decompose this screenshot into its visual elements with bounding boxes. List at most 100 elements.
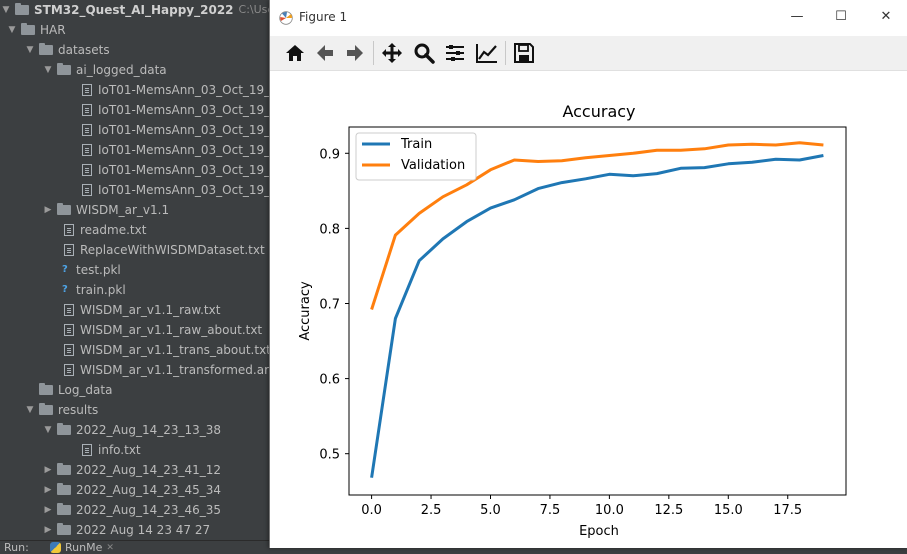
y-tick-label: 0.8: [319, 222, 340, 237]
tree-file-row[interactable]: info.txt: [78, 440, 141, 460]
chart-title: Accuracy: [562, 102, 635, 121]
text-file-icon: [64, 244, 74, 256]
tree-folder-row[interactable]: ▶2022 Aug 14 23 47 27: [42, 520, 210, 540]
zoom-icon[interactable]: [411, 40, 437, 66]
folder-icon: [21, 25, 35, 35]
y-tick-label: 0.6: [319, 373, 340, 388]
legend-label-train: Train: [400, 137, 432, 152]
tree-file-row[interactable]: ReplaceWithWISDMDataset.txt: [60, 240, 265, 260]
x-tick-label: 2.5: [421, 503, 442, 518]
text-file-icon: [82, 444, 92, 456]
text-file-icon: [64, 324, 74, 336]
chevron-right-icon[interactable]: ▶: [42, 200, 54, 220]
back-icon[interactable]: [312, 40, 338, 66]
tree-folder-row[interactable]: ▶2022_Aug_14_23_45_34: [42, 480, 221, 500]
toolbar-separator: [373, 41, 374, 65]
pan-icon[interactable]: [379, 40, 405, 66]
project-root-row[interactable]: ▼ STM32_Quest_AI_Happy_2022 C:\Users: [0, 0, 284, 20]
tree-item-label: IoT01-MemsAnn_03_Oct_19_: [98, 160, 270, 180]
tree-file-row[interactable]: WISDM_ar_v1.1_trans_about.txt: [60, 340, 271, 360]
tree-folder-row[interactable]: ▶2022_Aug_14_23_41_12: [42, 460, 221, 480]
folder-icon: [57, 425, 71, 435]
x-tick-label: 0.0: [361, 503, 382, 518]
chevron-right-icon[interactable]: ▶: [42, 480, 54, 500]
folder-icon: [57, 485, 71, 495]
matplotlib-icon: [279, 11, 293, 25]
tree-file-row[interactable]: WISDM_ar_v1.1_transformed.arff: [60, 360, 277, 380]
tree-folder-row[interactable]: ▼HAR: [6, 20, 66, 40]
tree-item-label: datasets: [58, 40, 110, 60]
tree-folder-row[interactable]: Log_data: [24, 380, 112, 400]
tree-file-row[interactable]: IoT01-MemsAnn_03_Oct_19_: [78, 140, 270, 160]
tree-folder-row[interactable]: ▼ datasets: [24, 40, 110, 60]
folder-icon: [39, 385, 53, 395]
tree-file-row[interactable]: IoT01-MemsAnn_03_Oct_19_: [78, 80, 270, 100]
python-icon: [50, 542, 61, 553]
x-axis-label: Epoch: [579, 524, 619, 539]
tree-file-row[interactable]: ?test.pkl: [60, 260, 121, 280]
x-tick-label: 5.0: [480, 503, 501, 518]
text-file-icon: [82, 124, 92, 136]
figure-window: Figure 1 — ☐ ✕: [269, 0, 907, 548]
tree-folder-row[interactable]: ▼ai_logged_data: [42, 60, 167, 80]
text-file-icon: [64, 344, 74, 356]
tree-file-row[interactable]: ?train.pkl: [60, 280, 126, 300]
legend: Train Validation: [356, 133, 476, 180]
run-tab[interactable]: RunMe ✕: [50, 541, 114, 554]
tree-item-label: ReplaceWithWISDMDataset.txt: [80, 240, 265, 260]
run-tab-label: RunMe: [65, 541, 102, 554]
tree-item-label: test.pkl: [76, 260, 121, 280]
text-file-icon: [82, 164, 92, 176]
folder-icon: [39, 405, 53, 415]
tree-file-row[interactable]: WISDM_ar_v1.1_raw.txt: [60, 300, 220, 320]
chevron-down-icon[interactable]: ▼: [0, 0, 12, 20]
text-file-icon: [82, 84, 92, 96]
tree-folder-row[interactable]: ▼2022_Aug_14_23_13_38: [42, 420, 221, 440]
tree-folder-row[interactable]: ▶WISDM_ar_v1.1: [42, 200, 169, 220]
text-file-icon: [64, 224, 74, 236]
maximize-button[interactable]: ☐: [826, 6, 856, 28]
tree-item-label: IoT01-MemsAnn_03_Oct_19_: [98, 80, 270, 100]
minimize-button[interactable]: —: [782, 6, 812, 28]
tree-file-row[interactable]: IoT01-MemsAnn_03_Oct_19_: [78, 180, 270, 200]
chevron-down-icon[interactable]: ▼: [24, 40, 36, 60]
unknown-file-icon: ?: [62, 280, 72, 300]
tree-file-row[interactable]: IoT01-MemsAnn_03_Oct_19_: [78, 120, 270, 140]
subplots-icon[interactable]: [442, 40, 468, 66]
chevron-down-icon[interactable]: ▼: [42, 420, 54, 440]
matplotlib-toolbar: [270, 36, 907, 71]
tree-item-label: readme.txt: [80, 220, 146, 240]
chevron-down-icon[interactable]: ▼: [42, 60, 54, 80]
edit-curve-icon[interactable]: [474, 40, 500, 66]
chevron-right-icon[interactable]: ▶: [42, 460, 54, 480]
close-button[interactable]: ✕: [871, 6, 901, 28]
save-icon[interactable]: [511, 40, 537, 66]
chevron-down-icon[interactable]: ▼: [6, 20, 18, 40]
tree-folder-row[interactable]: ▶2022_Aug_14_23_46_35: [42, 500, 221, 520]
tree-file-row[interactable]: readme.txt: [60, 220, 146, 240]
chevron-right-icon[interactable]: ▶: [42, 520, 54, 540]
chevron-right-icon[interactable]: ▶: [42, 500, 54, 520]
y-axis-label: Accuracy: [298, 281, 313, 341]
tree-item-label: IoT01-MemsAnn_03_Oct_19_: [98, 100, 270, 120]
forward-icon[interactable]: [342, 40, 368, 66]
folder-icon: [57, 65, 71, 75]
folder-icon: [57, 505, 71, 515]
folder-icon: [15, 5, 29, 15]
tree-folder-row[interactable]: ▼ results: [24, 400, 98, 420]
tree-file-row[interactable]: IoT01-MemsAnn_03_Oct_19_: [78, 160, 270, 180]
home-icon[interactable]: [282, 40, 308, 66]
axes-frame: [349, 127, 846, 495]
close-icon[interactable]: ✕: [106, 543, 114, 553]
y-tick-label: 0.5: [319, 448, 340, 463]
x-tick-label: 12.5: [654, 503, 683, 518]
tree-item-label: results: [58, 400, 98, 420]
tree-item-label: train.pkl: [76, 280, 126, 300]
title-bar[interactable]: Figure 1 — ☐ ✕: [270, 0, 907, 36]
tree-file-row[interactable]: WISDM_ar_v1.1_raw_about.txt: [60, 320, 262, 340]
tree-file-row[interactable]: IoT01-MemsAnn_03_Oct_19_: [78, 100, 270, 120]
text-file-icon: [64, 304, 74, 316]
chevron-down-icon[interactable]: ▼: [24, 400, 36, 420]
folder-icon: [57, 525, 71, 535]
